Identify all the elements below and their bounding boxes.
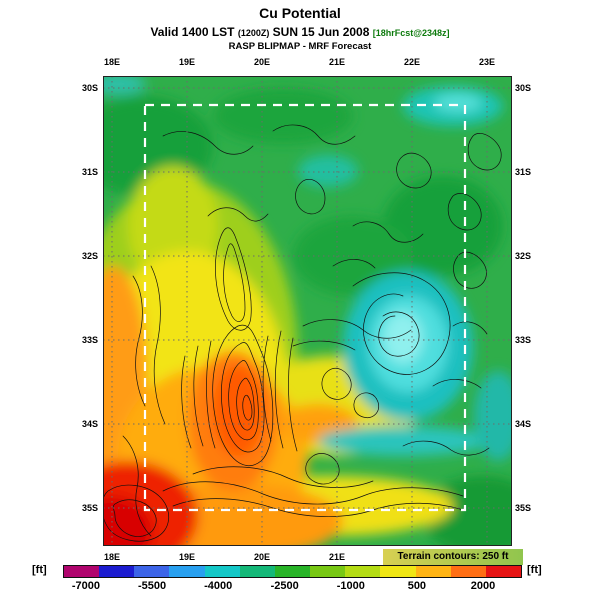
lat-label-left-34s: 34S [81, 419, 98, 429]
valid-zulu: (1200Z) [237, 28, 270, 38]
colorbar-segment [274, 566, 311, 577]
lat-label-left-33s: 33S [81, 335, 98, 345]
colorbar-segment [99, 566, 135, 577]
lat-label-right-30s: 30S [515, 83, 532, 93]
colorbar [63, 565, 522, 578]
lat-label-right-31s: 31S [515, 167, 532, 177]
map-svg [58, 73, 543, 571]
lon-label-bottom-20e: 20E [253, 552, 270, 562]
lat-label-right-35s: 35S [515, 503, 532, 513]
terrain-contours [101, 124, 502, 542]
colorbar-segment [345, 566, 381, 577]
colorbar-tick-2: -4000 [204, 580, 233, 592]
lon-label-top-19e: 19E [178, 57, 195, 67]
domain-boundary [143, 103, 467, 512]
lat-label-left-35s: 35S [81, 503, 98, 513]
valid-date: SUN 15 Jun 2008 [269, 25, 373, 39]
colorbar-tick-1: -5500 [137, 580, 167, 592]
page-title: Cu Potential [259, 5, 341, 21]
lat-label-left-30s: 30S [81, 83, 98, 93]
terrain-note: Terrain contours: 250 ft [383, 549, 523, 565]
forecast-tag: [18hrFcst@2348z] [372, 28, 450, 38]
colorbar-segment [204, 566, 240, 577]
colorbar-unit-left: [ft] [32, 564, 47, 576]
colorbar-segment [64, 566, 100, 577]
colorbar-unit-right: [ft] [527, 564, 542, 576]
colorbar-segment [415, 566, 451, 577]
colorbar-segment [310, 566, 346, 577]
colorbar-segment [485, 566, 522, 577]
lat-label-right-32s: 32S [515, 251, 532, 261]
colorbar-tick-5: 500 [407, 580, 427, 592]
colorbar-tick-4: -1000 [336, 580, 365, 592]
colorbar-ticks: -7000 -5500 -4000 -2500 -1000 500 2000 [63, 580, 522, 594]
valid-time-line: Valid 1400 LST (1200Z) SUN 15 Jun 2008 [… [0, 25, 600, 39]
valid-prefix: Valid 1400 LST [150, 25, 238, 39]
colorbar-tick-3: -2500 [270, 580, 299, 592]
forecast-map [58, 73, 543, 571]
lon-label-top-23e: 23E [478, 57, 495, 67]
lat-label-left-32s: 32S [81, 251, 98, 261]
grid-lines [103, 76, 512, 546]
lon-label-top-22e: 22E [403, 57, 420, 67]
colorbar-segment [134, 566, 170, 577]
colorbar-tick-0: -7000 [71, 580, 101, 592]
colorbar-segment [239, 566, 275, 577]
lon-label-top-20e: 20E [253, 57, 270, 67]
lon-label-bottom-18e: 18E [103, 552, 120, 562]
lon-label-bottom-19e: 19E [178, 552, 195, 562]
model-line: RASP BLIPMAP - MRF Forecast [228, 41, 372, 52]
lat-label-right-34s: 34S [515, 419, 532, 429]
colorbar-tick-6: 2000 [470, 580, 496, 592]
cu-potential-field [58, 73, 543, 571]
colorbar-segment [450, 566, 486, 577]
lat-label-left-31s: 31S [81, 167, 98, 177]
lon-label-bottom-21e: 21E [328, 552, 345, 562]
lon-label-top-21e: 21E [328, 57, 345, 67]
colorbar-segment [169, 566, 205, 577]
map-border [103, 76, 512, 546]
colorbar-segment [380, 566, 416, 577]
lat-label-right-33s: 33S [515, 335, 532, 345]
lon-label-top-18e: 18E [103, 57, 120, 67]
